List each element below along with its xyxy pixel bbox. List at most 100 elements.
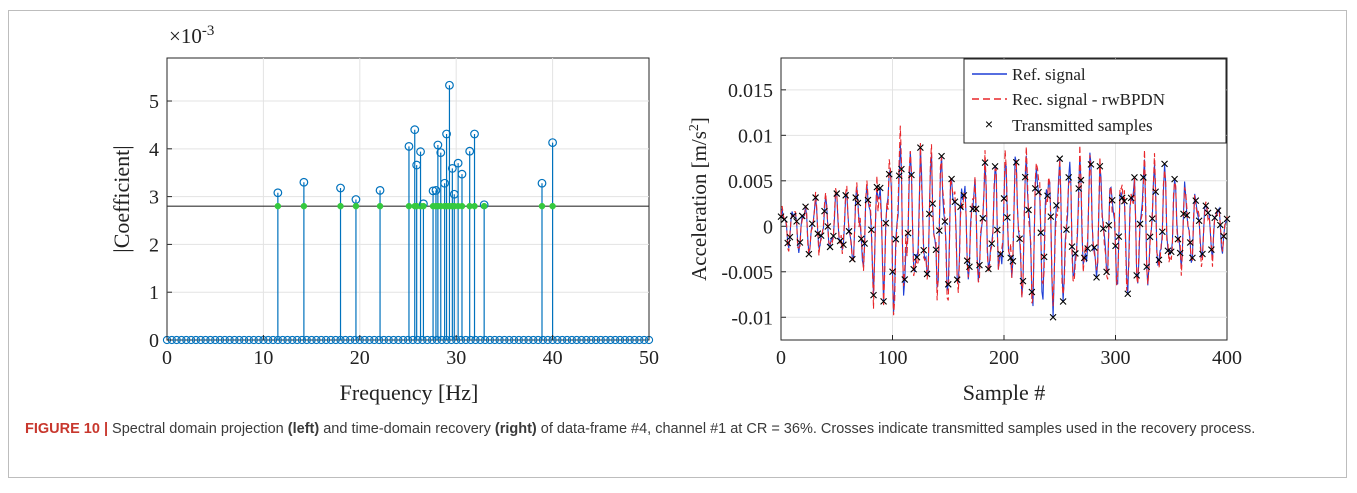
transmitted-sample-marker (854, 199, 862, 207)
left-zero-stem-marker (211, 335, 220, 345)
transmitted-sample-marker (1000, 195, 1008, 202)
transmitted-sample-marker (1090, 244, 1098, 251)
caption-text-2: and time-domain recovery (319, 421, 495, 437)
left-zero-stem-marker (553, 335, 562, 345)
left-zero-stem-marker (403, 335, 413, 345)
left-stem-marker (375, 185, 385, 195)
left-x-axis-label: Frequency [Hz] (340, 380, 479, 405)
transmitted-sample-marker (861, 240, 869, 247)
left-threshold-dot (480, 202, 488, 210)
transmitted-sample-marker (1152, 188, 1160, 196)
left-zero-stem-marker (587, 335, 596, 345)
transmitted-sample-marker (1174, 235, 1182, 243)
transmitted-sample-marker (944, 280, 952, 288)
transmitted-sample-marker (1044, 192, 1051, 200)
caption-text-1: Spectral domain projection (108, 421, 288, 437)
left-threshold-dot (352, 202, 360, 210)
transmitted-sample-marker (1223, 215, 1231, 223)
transmitted-sample-marker (889, 268, 896, 276)
left-zero-stem-marker (331, 335, 340, 345)
transmitted-sample-marker (1040, 253, 1048, 261)
left-zero-stem-marker (297, 335, 307, 345)
left-zero-stem-marker (326, 335, 336, 345)
transmitted-sample-marker (920, 246, 928, 254)
transmitted-sample-marker (913, 253, 921, 261)
left-zero-stem-marker (191, 335, 201, 345)
transmitted-sample-marker (840, 241, 847, 249)
left-exponent-label: ×10-3 (169, 23, 214, 48)
transmitted-sample-marker (953, 276, 961, 284)
left-zero-stem-marker (374, 335, 384, 345)
left-stem-marker (404, 142, 414, 151)
left-zero-stem-marker (596, 335, 605, 345)
transmitted-sample-marker (1136, 220, 1144, 228)
transmitted-sample-marker (991, 162, 999, 170)
transmitted-sample-marker (1096, 162, 1104, 170)
transmitted-sample-marker (1115, 233, 1123, 241)
right-transmitted-markers (777, 144, 1231, 321)
transmitted-sample-marker (1053, 201, 1060, 209)
left-zero-stem-marker (186, 335, 196, 345)
transmitted-sample-marker (901, 276, 909, 283)
left-zero-stem-marker (268, 335, 278, 345)
transmitted-sample-marker (1012, 158, 1020, 166)
left-y-tick-label: 3 (149, 187, 159, 209)
left-stem-marker (299, 177, 309, 187)
transmitted-sample-marker (892, 235, 900, 243)
left-zero-stem-marker (215, 335, 225, 345)
transmitted-sample-marker (993, 226, 1001, 234)
left-zero-stem-marker (283, 335, 292, 345)
transmitted-sample-marker (1007, 254, 1015, 262)
transmitted-sample-marker (805, 250, 813, 258)
rec-signal-line (780, 125, 1228, 316)
left-zero-stem-marker (471, 335, 480, 345)
left-zero-stem-marker (384, 335, 393, 345)
right-x-tick-label: 400 (1212, 347, 1242, 369)
left-zero-stem-marker (230, 335, 239, 345)
transmitted-sample-marker (923, 270, 931, 278)
right-y-axis-label: Acceleration [m/s2] (687, 117, 711, 281)
right-legend: Ref. signal Rec. signal - rwBPDN × Trans… (963, 58, 1227, 144)
left-zero-stem-marker (278, 335, 287, 345)
transmitted-sample-marker (880, 297, 887, 305)
right-y-tick-label: -0.01 (731, 307, 773, 329)
left-zero-stem-marker (620, 335, 630, 345)
transmitted-sample-marker (1103, 268, 1110, 276)
transmitted-sample-marker (1199, 250, 1206, 258)
left-grid (167, 58, 649, 340)
left-zero-stem-marker (630, 335, 639, 345)
transmitted-sample-marker (1161, 160, 1168, 168)
left-stem-marker (445, 80, 454, 90)
transmitted-sample-marker (1065, 174, 1073, 181)
left-zero-stem-marker (591, 335, 601, 345)
left-zero-stem-marker (389, 335, 398, 345)
left-zero-stem-marker (182, 335, 191, 345)
transmitted-sample-marker (925, 210, 933, 218)
transmitted-sample-marker (1171, 175, 1178, 183)
left-zero-stem-marker (312, 335, 321, 345)
transmitted-sample-marker (898, 165, 905, 173)
transmitted-sample-marker (904, 229, 912, 237)
right-y-tick-label: -0.005 (721, 262, 773, 284)
legend-box (963, 58, 1227, 144)
left-stem-marker (436, 148, 446, 158)
transmitted-sample-marker (1143, 263, 1151, 271)
transmitted-sample-marker (1133, 272, 1141, 279)
left-y-tick-label: 5 (149, 91, 159, 113)
transmitted-sample-marker (916, 144, 924, 152)
transmitted-sample-marker (821, 207, 828, 215)
transmitted-sample-marker (1214, 207, 1222, 214)
left-zero-stem-marker (640, 335, 649, 345)
left-stems (162, 80, 654, 345)
left-zero-stem-marker (307, 335, 316, 345)
transmitted-sample-marker (1155, 256, 1163, 264)
left-x-tick-label: 20 (350, 347, 370, 369)
left-zero-stem-marker (500, 335, 509, 345)
transmitted-sample-marker (910, 265, 918, 273)
left-zero-stem-marker (321, 335, 331, 345)
right-x-tick-label: 0 (776, 347, 786, 369)
transmitted-sample-marker (963, 257, 971, 265)
left-y-tick-label: 1 (149, 282, 159, 304)
